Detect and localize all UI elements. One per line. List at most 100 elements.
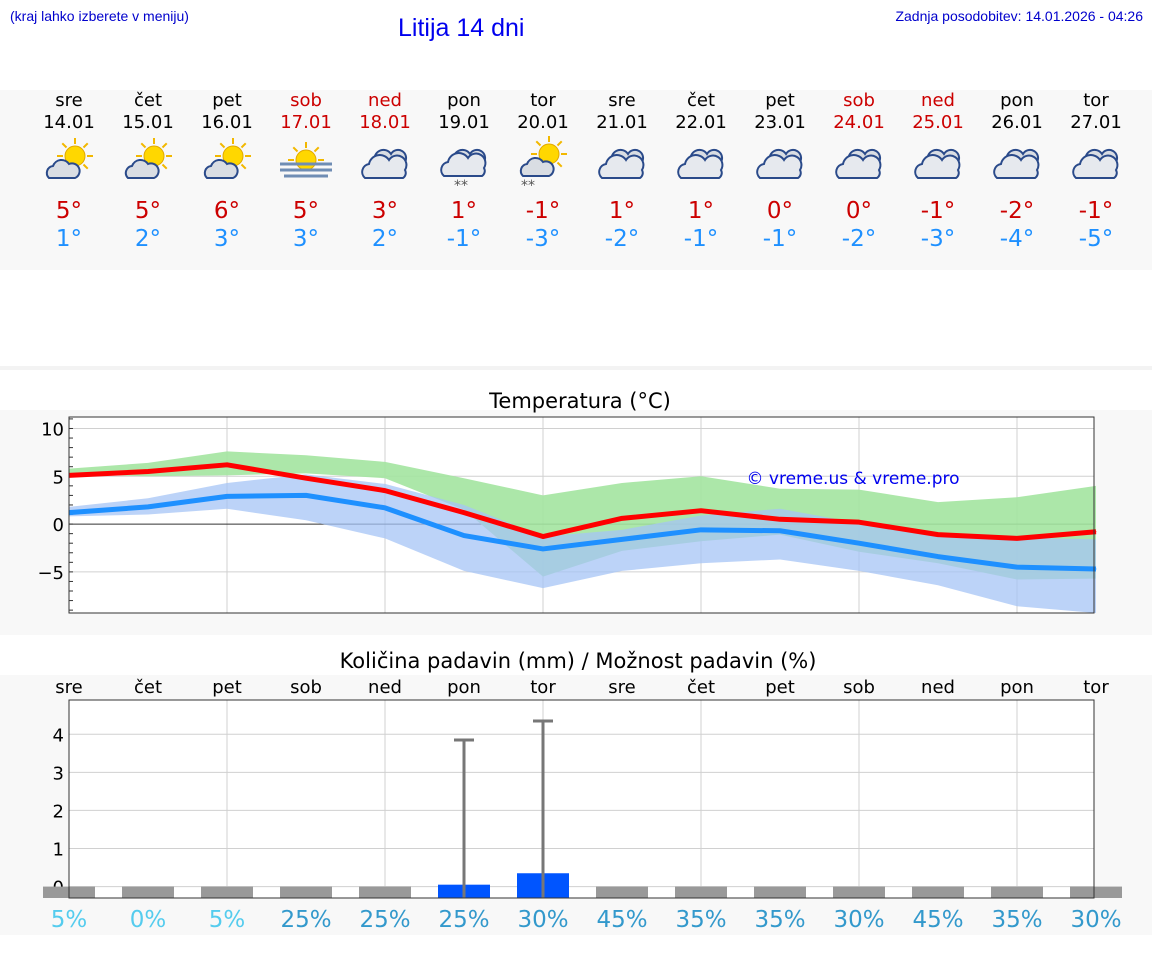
temp-max: 1°	[450, 198, 478, 224]
temp-min: -1°	[446, 226, 482, 252]
temperature-chart: Temperatura (°C) 10 5 0 −5 © vreme.us & vreme…	[37, 389, 1097, 614]
x-category-label: sob	[843, 677, 875, 698]
cloudy-icon	[831, 134, 887, 190]
temp-max: -2°	[999, 198, 1035, 224]
x-category-label: tor	[1083, 677, 1109, 698]
y-tick-label: 5	[53, 467, 64, 488]
series-min-point	[384, 507, 386, 509]
temp-max: 1°	[608, 198, 636, 224]
day-date: 14.01	[43, 112, 95, 133]
series-max-point	[305, 477, 307, 479]
precip-probability-label: 35%	[754, 907, 805, 933]
cloudy-icon	[752, 134, 808, 190]
x-category-label: čet	[687, 677, 715, 698]
series-max-point	[1016, 537, 1018, 539]
series-max-point	[700, 510, 702, 512]
temp-max: 0°	[766, 198, 794, 224]
temp-min: -5°	[1078, 226, 1114, 252]
temp-min: -3°	[920, 226, 956, 252]
temp-min: -4°	[999, 226, 1035, 252]
precip-probability-label: 5%	[209, 907, 246, 933]
series-max-line	[68, 462, 1097, 541]
precip-bar	[1070, 886, 1122, 898]
cloudy-snow-icon: **	[436, 134, 492, 194]
temp-max: 3°	[371, 198, 399, 224]
partly-sunny-icon	[41, 134, 97, 190]
series-max-point	[226, 464, 228, 466]
temp-max: -1°	[525, 198, 561, 224]
temp-min: 2°	[134, 226, 162, 252]
x-category-label: pet	[212, 677, 242, 698]
plot-frame	[68, 416, 1095, 614]
page-title: Litija 14 dni	[398, 14, 525, 42]
series-min-point	[226, 495, 228, 497]
day-date: 17.01	[280, 112, 332, 133]
day-date: 22.01	[675, 112, 727, 133]
x-category-label: pet	[765, 677, 795, 698]
day-name: pet	[212, 90, 242, 111]
x-category-label: pon	[1000, 677, 1034, 698]
precip-probability-label: 35%	[675, 907, 726, 933]
y-tick-label: −5	[37, 563, 64, 584]
partly-sunny-icon	[120, 134, 176, 190]
day-date: 19.01	[438, 112, 490, 133]
series-min-point	[305, 494, 307, 496]
precipitation-chart: Količina padavin (mm) / Možnost padavin …	[43, 649, 1122, 933]
precip-probability-label: 25%	[280, 907, 331, 933]
precip-bar	[833, 886, 885, 898]
series-min-point	[700, 529, 702, 531]
temp-max: -1°	[920, 198, 956, 224]
svg-text:**: **	[454, 178, 468, 190]
menu-hint: (kraj lahko izberete v meniju)	[10, 8, 189, 24]
day-name: čet	[133, 90, 163, 111]
temp-max: 5°	[134, 198, 162, 224]
day-name: pet	[765, 90, 795, 111]
precip-bar	[201, 886, 253, 898]
y-tick-label: 10	[41, 419, 64, 440]
day-date: 26.01	[991, 112, 1043, 133]
day-date: 21.01	[596, 112, 648, 133]
temp-max: 5°	[292, 198, 320, 224]
series-max-point	[384, 490, 386, 492]
y-tick-label: 1	[53, 840, 64, 861]
x-category-label: sre	[55, 677, 82, 698]
precip-probability-label: 0%	[130, 907, 167, 933]
series-max-point	[1095, 531, 1097, 533]
x-category-label: ned	[368, 677, 402, 698]
day-name: ned	[368, 90, 402, 111]
series-min-point	[1095, 568, 1097, 570]
series-max-point	[937, 534, 939, 536]
last-updated: Zadnja posodobitev: 14.01.2026 - 04:26	[895, 8, 1143, 24]
cloudy-icon	[673, 134, 729, 190]
x-category-label: tor	[530, 677, 556, 698]
precip-bar	[280, 886, 332, 898]
precip-probability-label: 30%	[1070, 907, 1121, 933]
x-category-label: sob	[290, 677, 322, 698]
y-tick-label: 3	[53, 763, 64, 784]
temp-min: 1°	[55, 226, 83, 252]
divider	[0, 366, 1152, 370]
svg-text:**: **	[521, 178, 535, 190]
precip-probability-label: 35%	[991, 907, 1042, 933]
x-category-label: čet	[134, 677, 162, 698]
day-date: 25.01	[912, 112, 964, 133]
day-name: tor	[530, 90, 556, 111]
series-max-point	[147, 470, 149, 472]
temp-min: 2°	[371, 226, 399, 252]
series-max-point	[858, 521, 860, 523]
series-max-point	[463, 512, 465, 514]
y-tick-label: 4	[53, 725, 64, 746]
max-range-band	[69, 451, 1096, 580]
plot-frame	[68, 699, 1095, 899]
temp-max: 1°	[687, 198, 715, 224]
day-date: 24.01	[833, 112, 885, 133]
cloudy-icon	[910, 134, 966, 190]
day-name: sre	[608, 90, 636, 111]
precip-probability-label: 25%	[359, 907, 410, 933]
temp-min: 3°	[213, 226, 241, 252]
series-min-point	[542, 548, 544, 550]
temp-max: 5°	[55, 198, 83, 224]
temp-min: -1°	[683, 226, 719, 252]
precip-bar	[359, 886, 411, 898]
day-date: 16.01	[201, 112, 253, 133]
